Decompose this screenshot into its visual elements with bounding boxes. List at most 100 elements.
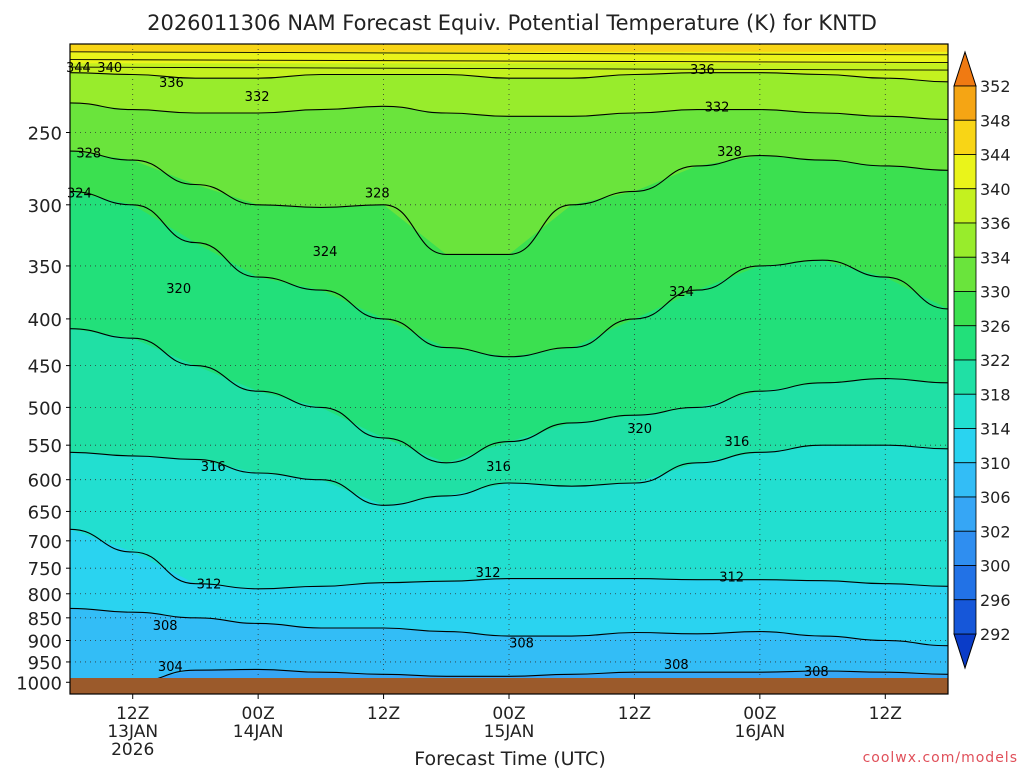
colorbar-label: 336 xyxy=(980,214,1011,233)
isotherm-upper-208 xyxy=(70,59,948,64)
contour-label: 344 xyxy=(66,61,91,76)
contour-label: 308 xyxy=(509,637,534,652)
colorbar-label: 314 xyxy=(980,420,1011,439)
colorbar-swatch xyxy=(953,599,977,635)
colorbar-swatch xyxy=(953,393,977,429)
contour-label: 324 xyxy=(313,245,338,260)
contour-label: 312 xyxy=(476,566,501,581)
chart-title: 2026011306 NAM Forecast Equiv. Potential… xyxy=(147,11,877,35)
colorbar-label: 292 xyxy=(980,625,1011,644)
grid-lines xyxy=(70,44,948,694)
colorbar-label: 302 xyxy=(980,522,1011,541)
y-tick-label: 1000 xyxy=(16,673,62,694)
x-tick-label: 12Z xyxy=(869,704,902,724)
colorbar-swatch xyxy=(953,256,977,292)
y-tick-label: 300 xyxy=(28,196,62,217)
contour-label: 312 xyxy=(197,578,222,593)
colorbar-swatch xyxy=(953,85,977,121)
isotherm-upper-204 xyxy=(70,51,948,56)
colorbar-bottom-arrow xyxy=(953,633,977,670)
contour-label: 308 xyxy=(664,658,689,673)
colorbar-label: 330 xyxy=(980,283,1011,302)
y-tick-label: 250 xyxy=(28,123,62,144)
x-tick-label: 12Z xyxy=(367,704,400,724)
colorbar-label: 318 xyxy=(980,385,1011,404)
x-tick-label: 14JAN xyxy=(233,722,284,742)
band-fill-top-344 xyxy=(70,44,948,52)
isotherm-316 xyxy=(70,444,948,506)
terrain-strip xyxy=(70,678,948,694)
x-axis-title: Forecast Time (UTC) xyxy=(414,748,605,768)
y-axis: 2503003504004505005506006507007508008509… xyxy=(16,123,70,694)
colorbar-swatch xyxy=(953,496,977,532)
colorbar-swatch xyxy=(953,530,977,566)
contour-label: 316 xyxy=(486,460,511,475)
isotherm-upper-212 xyxy=(70,66,948,71)
colorbar-swatch xyxy=(953,359,977,395)
contour-label: 332 xyxy=(705,100,730,115)
contour-label: 312 xyxy=(719,571,744,586)
contour-label: 316 xyxy=(724,435,749,450)
contour-label: 320 xyxy=(166,282,191,297)
y-tick-label: 900 xyxy=(28,631,62,652)
contour-label: 332 xyxy=(245,90,270,105)
colorbar-label: 310 xyxy=(980,454,1011,473)
colorbar-label: 334 xyxy=(980,248,1011,267)
contour-label: 328 xyxy=(365,187,390,202)
x-tick-label: 2026 xyxy=(111,740,154,760)
contour-lines xyxy=(70,51,948,683)
colorbar-swatch xyxy=(953,119,977,155)
y-tick-label: 550 xyxy=(28,436,62,457)
y-tick-label: 350 xyxy=(28,257,62,278)
x-tick-label: 00Z xyxy=(242,704,275,724)
x-tick-label: 00Z xyxy=(743,704,776,724)
colorbar-label: 322 xyxy=(980,351,1011,370)
contour-label: 336 xyxy=(159,76,184,91)
isotherm-312 xyxy=(70,528,948,590)
footer-credit: coolwx.com/models xyxy=(863,750,1018,766)
colorbar-top-arrow xyxy=(953,50,977,87)
colorbar-label: 344 xyxy=(980,146,1011,165)
colorbar-label: 348 xyxy=(980,111,1011,130)
x-tick-label: 12Z xyxy=(618,704,651,724)
contour-label: 328 xyxy=(76,147,101,162)
colorbar-swatch xyxy=(953,565,977,601)
contour-label: 304 xyxy=(158,660,183,675)
isotherm-324 xyxy=(70,190,948,358)
colorbar-label: 340 xyxy=(980,180,1011,199)
contour-label: 308 xyxy=(153,619,178,634)
contour-label: 324 xyxy=(67,187,92,202)
contour-label: 308 xyxy=(804,665,829,680)
x-tick-label: 16JAN xyxy=(735,722,786,742)
isotherm-320 xyxy=(70,328,948,464)
isotherm-332 xyxy=(70,102,948,121)
colorbar-label: 296 xyxy=(980,591,1011,610)
colorbar-label: 352 xyxy=(980,77,1011,96)
y-tick-label: 700 xyxy=(28,532,62,553)
x-tick-label: 00Z xyxy=(492,704,525,724)
colorbar-swatch xyxy=(953,462,977,498)
y-tick-label: 400 xyxy=(28,310,62,331)
colorbar-swatch xyxy=(953,222,977,258)
colorbar-label: 300 xyxy=(980,557,1011,576)
y-tick-label: 450 xyxy=(28,357,62,378)
colorbar-swatch xyxy=(953,188,977,224)
contour-label: 316 xyxy=(201,460,226,475)
contour-label: 324 xyxy=(669,285,694,300)
x-tick-label: 13JAN xyxy=(107,722,158,742)
colorbar: 292 296 300 302 306 310 314 318 322 326 330 334 336 3… xyxy=(953,50,1011,670)
y-tick-label: 750 xyxy=(28,559,62,580)
y-tick-label: 600 xyxy=(28,471,62,492)
colorbar-swatch xyxy=(953,154,977,190)
y-tick-label: 650 xyxy=(28,502,62,523)
y-tick-label: 800 xyxy=(28,585,62,606)
x-tick-label: 12Z xyxy=(116,704,149,724)
isotherm-308 xyxy=(70,607,948,647)
colorbar-swatch xyxy=(953,325,977,361)
y-tick-label: 500 xyxy=(28,398,62,419)
contour-label: 328 xyxy=(717,145,742,160)
isotherm-304 xyxy=(70,668,948,683)
colorbar-label: 326 xyxy=(980,317,1011,336)
colorbar-swatch xyxy=(953,291,977,327)
